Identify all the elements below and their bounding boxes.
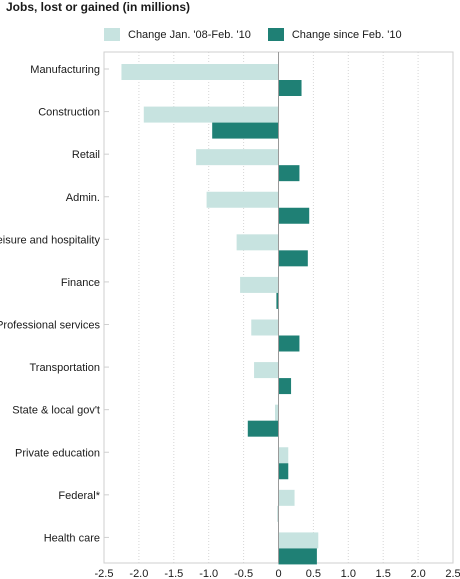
category-label-4: Leisure and hospitality xyxy=(0,234,100,246)
bar-period2-11 xyxy=(278,548,317,565)
bar-period2-0 xyxy=(278,80,302,96)
bar-period1-4 xyxy=(236,234,279,251)
bar-period2-7 xyxy=(278,378,292,395)
category-label-7: Transportation xyxy=(29,362,100,374)
x-tick-label-2: -1.5 xyxy=(164,568,183,579)
bar-period1-2 xyxy=(196,149,279,166)
bar-period2-6 xyxy=(278,335,300,352)
x-tick-label-3: -1.0 xyxy=(199,568,218,579)
bar-period2-5 xyxy=(276,292,279,309)
category-label-11: Health care xyxy=(44,532,100,544)
bar-period1-8 xyxy=(275,404,279,421)
bar-period2-2 xyxy=(278,165,300,182)
bar-period1-11 xyxy=(278,532,319,549)
bar-period1-5 xyxy=(240,276,279,293)
legend-item-period1: Change Jan. '08-Feb. '10 xyxy=(104,28,251,41)
category-label-1: Construction xyxy=(38,107,100,119)
x-tick-label-7: 1.0 xyxy=(341,568,356,579)
bar-period1-3 xyxy=(206,191,279,208)
x-tick-label-8: 1.5 xyxy=(376,568,391,579)
x-tick-label-1: -2.0 xyxy=(129,568,148,579)
legend: Change Jan. '08-Feb. '10 Change since Fe… xyxy=(104,28,419,41)
category-label-10: Federal* xyxy=(58,490,100,502)
legend-item-period2: Change since Feb. '10 xyxy=(267,28,402,41)
x-tick-label-6: 0.5 xyxy=(306,568,321,579)
x-tick-label-0: -2.5 xyxy=(95,568,114,579)
legend-label-period2: Change since Feb. '10 xyxy=(291,28,402,41)
bar-period1-6 xyxy=(251,319,279,336)
legend-swatch-period1 xyxy=(104,28,120,41)
bar-period1-9 xyxy=(278,447,289,464)
category-label-5: Finance xyxy=(61,277,100,289)
category-label-8: State & local gov't xyxy=(12,405,100,417)
bar-period2-8 xyxy=(247,420,279,437)
x-tick-label-4: -0.5 xyxy=(234,568,253,579)
legend-swatch-period2 xyxy=(267,28,284,41)
bar-period1-0 xyxy=(121,64,279,80)
bar-period1-1 xyxy=(143,106,279,123)
x-tick-label-10: 2.5 xyxy=(445,568,460,579)
bar-period1-7 xyxy=(254,362,279,379)
bar-period2-9 xyxy=(278,463,289,480)
category-label-6: Professional services xyxy=(0,320,100,332)
category-label-9: Private education xyxy=(15,447,100,459)
bar-period2-4 xyxy=(278,250,308,267)
chart-title: Jobs, lost or gained (in millions) xyxy=(6,0,191,14)
bar-period2-1 xyxy=(212,122,279,139)
legend-label-period1: Change Jan. '08-Feb. '10 xyxy=(128,28,251,41)
category-label-0: Manufacturing xyxy=(30,64,100,76)
bar-period2-3 xyxy=(278,207,310,224)
bar-period1-10 xyxy=(278,489,295,506)
category-label-3: Admin. xyxy=(66,192,100,204)
x-tick-label-9: 2.0 xyxy=(410,568,425,579)
category-label-2: Retail xyxy=(72,149,100,161)
x-tick-label-5: 0 xyxy=(275,568,281,579)
